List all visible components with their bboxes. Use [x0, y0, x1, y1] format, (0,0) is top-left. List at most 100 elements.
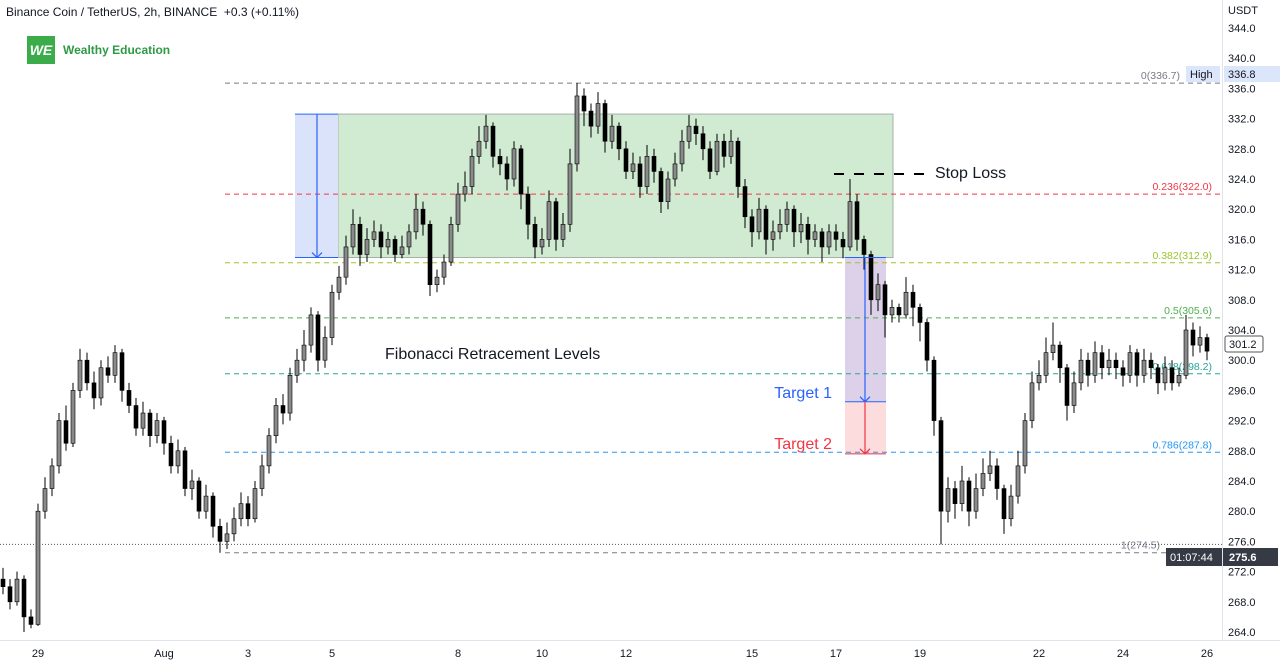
time-tick-label: 17	[830, 648, 842, 660]
candle-body-bearish	[63, 420, 69, 444]
time-tick-label: 24	[1117, 648, 1129, 660]
fib-level-label-0.786: 0.786(287.8)	[1152, 439, 1212, 451]
candle-body-bullish	[630, 163, 636, 172]
candle	[875, 273, 881, 312]
candle	[707, 141, 713, 179]
candle-body-bullish	[77, 359, 83, 391]
candle	[1071, 371, 1077, 414]
candle	[0, 567, 6, 595]
candle-body-bullish	[336, 276, 342, 293]
candle-body-bullish	[399, 246, 405, 255]
candle-body-bearish	[588, 110, 594, 127]
candle	[616, 122, 622, 161]
candle	[420, 201, 426, 236]
candle-body-bearish	[28, 616, 34, 625]
price-axis[interactable]: 344.0 340.0 336.0 332.0 328.0 324.0 320.0 316.0…	[1166, 23, 1280, 639]
candle	[1113, 352, 1119, 380]
candle-body-bullish	[469, 156, 475, 187]
fib-level-label-0.5: 0.5(305.6)	[1164, 305, 1212, 317]
candle-body-bearish	[392, 239, 398, 255]
candle-body-bearish	[217, 525, 223, 542]
candle-body-bearish	[1148, 359, 1154, 369]
candle	[252, 481, 258, 523]
candle-body-bearish	[735, 140, 741, 187]
candle-body-bullish	[273, 405, 279, 437]
candle	[623, 141, 629, 179]
candle-body-bullish	[448, 224, 454, 263]
candle	[63, 405, 69, 451]
fib-level-label-0.618: 0.618(298.2)	[1152, 361, 1212, 373]
candle-body-bullish	[252, 488, 258, 520]
time-tick-label: Aug	[154, 648, 174, 660]
price-tick-label: 284.0	[1228, 476, 1256, 488]
candle-body-bullish	[644, 156, 650, 187]
candle	[896, 303, 902, 323]
candle-body-bearish	[210, 495, 216, 527]
candle	[581, 88, 587, 127]
candle	[567, 148, 573, 232]
candle	[147, 409, 153, 448]
candle	[1099, 345, 1105, 380]
candle	[98, 360, 104, 406]
candle-body-bearish	[490, 125, 496, 157]
candle	[434, 269, 440, 293]
candle	[462, 171, 468, 202]
drawing-overlays-back	[295, 113, 894, 454]
candle	[665, 171, 671, 210]
candle	[1155, 363, 1161, 395]
candle	[7, 579, 13, 610]
countdown-label: 01:07:44	[1170, 552, 1213, 564]
candle-body-bullish	[1008, 495, 1014, 520]
candle	[28, 609, 34, 629]
candle-body-bullish	[1176, 374, 1182, 384]
candle-body-bearish	[1169, 367, 1175, 384]
candle-body-bullish	[350, 224, 356, 248]
candle	[1162, 356, 1168, 391]
candle	[609, 114, 615, 149]
candle-body-bullish	[679, 140, 685, 165]
candle-body-bearish	[938, 420, 944, 512]
candle	[448, 216, 454, 266]
candle-body-bullish	[238, 503, 244, 520]
candle-body-bearish	[651, 156, 657, 172]
candle-body-bullish	[987, 465, 993, 474]
candle-body-bullish	[784, 208, 790, 225]
candle-body-bullish	[511, 148, 517, 180]
current-price-label: 275.6	[1229, 552, 1257, 564]
price-tick-label: 324.0	[1228, 174, 1256, 186]
candle-body-bullish	[462, 186, 468, 195]
time-tick-label: 10	[536, 648, 548, 660]
candle-body-bearish	[581, 95, 587, 112]
candle-body-bearish	[707, 148, 713, 172]
candle	[945, 477, 951, 523]
candle	[1120, 360, 1126, 387]
candle-body-bullish	[231, 518, 237, 535]
candle-body-bearish	[616, 125, 622, 150]
time-tick-label: 12	[620, 648, 632, 660]
candle-body-bearish	[280, 405, 286, 414]
candle-body-bullish	[371, 231, 377, 240]
candle	[756, 197, 762, 240]
candle	[504, 156, 510, 191]
candle-body-bullish	[175, 450, 181, 467]
candle-body-bullish	[672, 163, 678, 180]
time-tick-label: 26	[1201, 648, 1213, 660]
candle	[574, 83, 580, 172]
candle	[973, 473, 979, 519]
brand-logo: WE Wealthy Education	[27, 36, 170, 64]
candle	[112, 345, 118, 383]
candle	[301, 330, 307, 372]
candle	[1022, 413, 1028, 474]
candle-body-bearish	[602, 103, 608, 142]
fibonacci-retracement[interactable]: 0(336.7) 0.236(322.0) 0.382(312.9) 0.5(305.…	[0, 70, 1222, 554]
candle	[161, 416, 167, 455]
time-axis[interactable]: 29 Aug 3 5 8 10 12 15 17 19 22 24 26	[32, 648, 1213, 660]
candle-body-bullish	[1029, 382, 1035, 421]
candle-body-bullish	[1183, 329, 1189, 376]
candle	[714, 133, 720, 176]
candle	[469, 148, 475, 195]
price-change: +0.3 (+0.11%)	[223, 5, 300, 19]
candle	[280, 394, 286, 425]
candle-body-bearish	[763, 208, 769, 240]
